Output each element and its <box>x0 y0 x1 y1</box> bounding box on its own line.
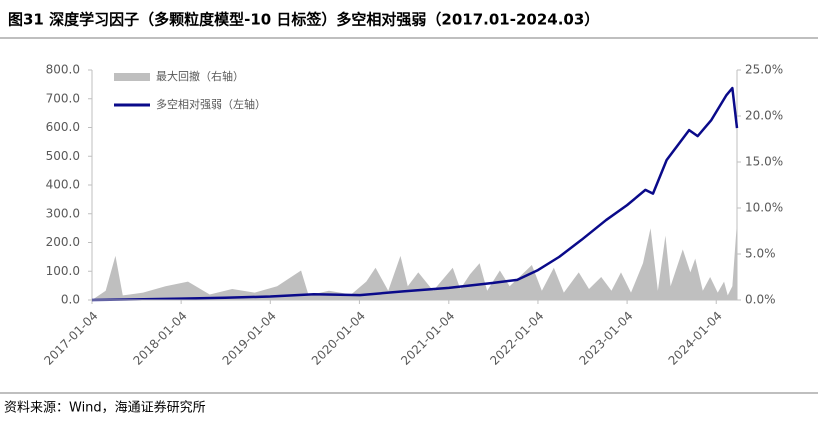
y2-tick-label: 25.0% <box>745 63 783 77</box>
y2-tick-label: 0.0% <box>745 293 776 307</box>
chart-title: 图31 深度学习因子（多颗粒度模型-10 日标签）多空相对强弱（2017.01-… <box>8 11 599 29</box>
legend-swatch <box>114 73 150 81</box>
legend-label: 多空相对强弱（左轴） <box>156 97 266 111</box>
y-tick-label: 0.0 <box>61 293 80 307</box>
y2-tick-label: 15.0% <box>745 155 783 169</box>
x-tick-label: 2020-01-04 <box>309 309 368 368</box>
x-tick-label: 2018-01-04 <box>131 309 190 368</box>
legend-label: 最大回撤（右轴） <box>156 69 244 83</box>
x-tick-label: 2017-01-04 <box>41 309 100 368</box>
source: 资料来源：Wind，海通证券研究所 <box>4 400 206 416</box>
y2-tick-label: 10.0% <box>745 201 783 215</box>
x-tick-label: 2024-01-04 <box>666 309 725 368</box>
y-tick-label: 700.0 <box>46 91 80 105</box>
x-tick-label: 2021-01-04 <box>398 309 457 368</box>
y2-tick-label: 5.0% <box>745 247 776 261</box>
strength-line <box>91 86 739 302</box>
y-tick-label: 100.0 <box>46 264 80 278</box>
x-tick-label: 2019-01-04 <box>220 309 279 368</box>
y-tick-label: 200.0 <box>46 235 80 249</box>
y-tick-label: 500.0 <box>46 149 80 163</box>
y-tick-label: 800.0 <box>46 63 80 77</box>
y-tick-label: 400.0 <box>46 178 80 192</box>
y-tick-label: 300.0 <box>46 206 80 220</box>
y2-tick-label: 20.0% <box>745 109 783 123</box>
y-tick-label: 600.0 <box>46 120 80 134</box>
x-tick-label: 2023-01-04 <box>576 309 635 368</box>
x-tick-label: 2022-01-04 <box>487 309 546 368</box>
drawdown-area <box>92 221 737 300</box>
